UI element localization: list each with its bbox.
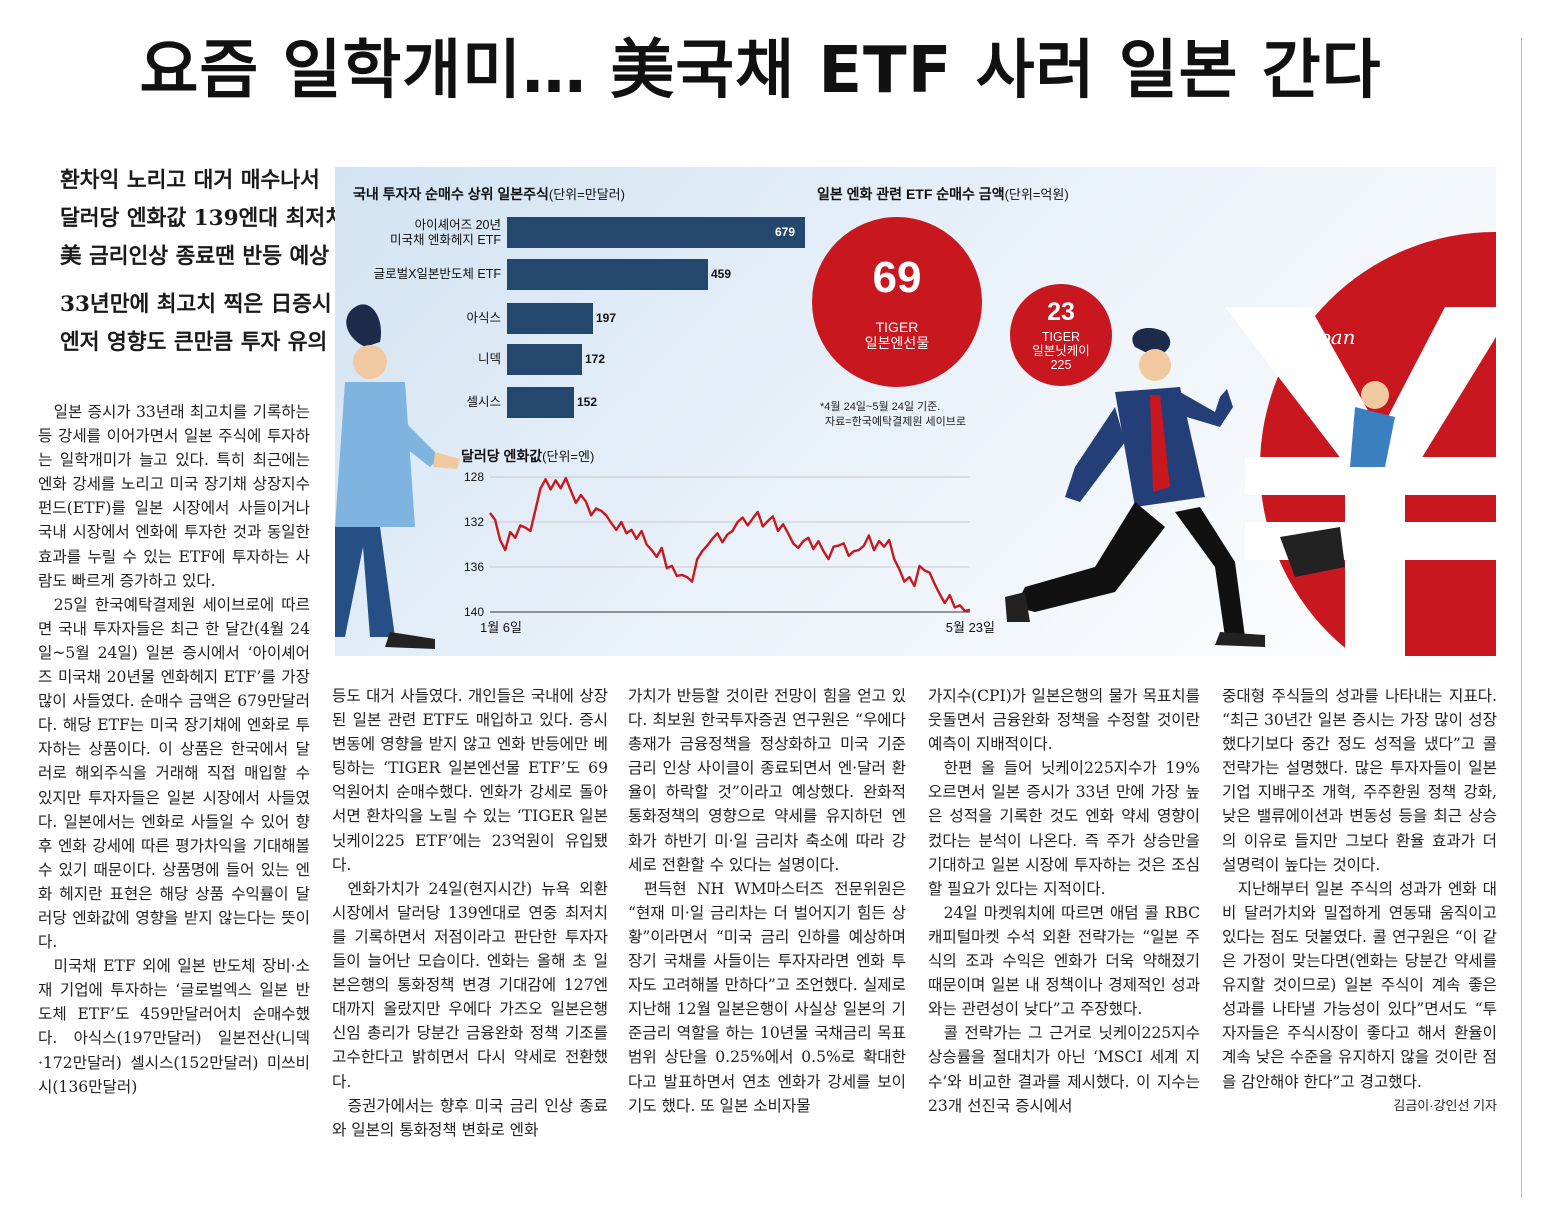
source-note-1: *4월 24일~5월 24일 기준. — [820, 401, 941, 413]
paragraph: 증권가에서는 향후 미국 금리 인상 종료와 일본의 통화정책 변화로 엔화 — [332, 1096, 608, 1139]
bar — [507, 387, 574, 418]
y-tick-label: 128 — [464, 470, 484, 484]
hiding-figure-illustration — [1280, 381, 1395, 577]
paragraph: 가지수(CPI)가 일본은행의 물가 목표치를 웃돌면서 금융완화 정책을 수정… — [928, 687, 1200, 754]
paragraph: 콜 전략가는 그 근거로 닛케이225지수 상승률을 절대치가 아닌 ‘MSCI… — [928, 1024, 1200, 1115]
businessman-running-illustration — [1005, 327, 1265, 647]
y-tick-label: 136 — [464, 560, 484, 574]
paragraph: 지난해부터 일본 주식의 성과가 엔화 대비 달러가치와 밀접하게 연동돼 움직… — [1222, 879, 1497, 1091]
bubble-label: 일본닛케이 — [1032, 344, 1090, 358]
subhead-1: 환차익 노리고 대거 매수나서 — [60, 168, 320, 193]
paragraph: 중대형 주식들의 성과를 나타내는 지표다. “최근 30년간 일본 증시는 가… — [1222, 687, 1497, 874]
japan-lettering: Japan — [1298, 325, 1356, 349]
article-column-4: 가지수(CPI)가 일본은행의 물가 목표치를 웃돌면서 금융완화 정책을 수정… — [928, 684, 1200, 1118]
bubble-label: TIGER — [875, 319, 919, 335]
subheads: 환차익 노리고 대거 매수나서 달러당 엔화값 139엔대 최저치 美 금리인상… — [60, 162, 345, 362]
paragraph: 편득현 NH WM마스터즈 전문위원은 “현재 미·일 금리차는 더 벌어지기 … — [628, 879, 906, 1115]
subhead-2: 달러당 엔화값 139엔대 최저치 — [60, 206, 345, 231]
source-note-2: 자료=한국예탁결제원 세이브로 — [825, 416, 967, 428]
article-column-2: 등도 대거 사들였다. 개인들은 국내에 상장된 일본 관련 ETF도 매입하고… — [332, 684, 608, 1142]
bar — [507, 303, 593, 334]
article-column-3: 가치가 반등할 것이란 전망이 힘을 얻고 있다. 최보원 한국투자증권 연구원… — [628, 684, 906, 1118]
bar-category-label: 아이셰어즈 20년 미국채 엔화헤지 ETF — [389, 217, 501, 247]
bubble-chart-title: 일본 엔화 관련 ETF 순매수 금액(단위=억원) — [817, 186, 1069, 202]
paragraph: 가치가 반등할 것이란 전망이 힘을 얻고 있다. 최보원 한국투자증권 연구원… — [628, 687, 906, 874]
bar-value-label: 197 — [596, 311, 617, 325]
paragraph: 미국채 ETF 외에 일본 반도체 장비·소재 기업에 투자하는 ‘글로벌엑스 … — [38, 957, 310, 1096]
y-tick-label: 140 — [464, 605, 484, 619]
paragraph: 일본 증시가 33년래 최고치를 기록하는 등 강세를 이어가면서 일본 주식에… — [38, 403, 310, 590]
bar-value-label: 679 — [775, 225, 796, 239]
bar-category-label: 글로벌X일본반도체 ETF — [373, 267, 501, 281]
x-tick-label: 5월 23일 — [946, 620, 995, 635]
article-column-1: 일본 증시가 33년래 최고치를 기록하는 등 강세를 이어가면서 일본 주식에… — [38, 400, 310, 1099]
bar — [507, 259, 708, 290]
bar-value-label: 152 — [577, 395, 598, 409]
bar — [507, 217, 805, 248]
paragraph: 24일 마켓워치에 따르면 애덤 콜 RBC캐피털마켓 수석 외환 전략가는 “… — [928, 903, 1200, 1019]
bubble-tiger-yen-futures: 69 TIGER 일본엔선물 — [812, 217, 982, 387]
paragraph: 25일 한국예탁결제원 세이브로에 따르면 국내 투자자들은 최근 한 달간(4… — [38, 595, 310, 952]
yen-symbol-illustration — [1225, 307, 1496, 656]
bar-chart-title: 국내 투자자 순매수 상위 일본주식(단위=만달러) — [353, 186, 625, 202]
column-rule — [1521, 38, 1522, 1198]
bar-category-label: 셀시스 — [466, 395, 501, 409]
bar — [507, 344, 582, 375]
y-tick-label: 132 — [464, 515, 484, 529]
bubble-tiger-nikkei: 23 TIGER 일본닛케이 225 — [1010, 284, 1112, 386]
headline: 요즘 일학개미… 美국채 ETF 사러 일본 간다 — [139, 34, 1382, 108]
paragraph: 등도 대거 사들였다. 개인들은 국내에 상장된 일본 관련 ETF도 매입하고… — [332, 687, 608, 874]
subhead-3: 美 금리인상 종료땐 반등 예상 — [60, 244, 330, 269]
infographic: 국내 투자자 순매수 상위 일본주식(단위=만달러) 아이셰어즈 20년 미국채 … — [335, 167, 1496, 656]
businessman-reaching-illustration — [335, 304, 460, 649]
series-line — [489, 476, 971, 613]
bubble-value: 69 — [872, 253, 922, 302]
illustration-layer — [335, 232, 1496, 656]
x-tick-label: 1월 6일 — [480, 620, 522, 635]
bar-value-label: 172 — [585, 352, 606, 366]
bubble-value: 23 — [1047, 298, 1075, 326]
paragraph: 엔화가치가 24일(현지시간) 뉴욕 외환시장에서 달러당 139엔대로 연중 … — [332, 879, 608, 1091]
paragraph: 한편 올 들어 닛케이225지수가 19% 오르면서 일본 증시가 33년 만에… — [928, 759, 1200, 898]
article-column-5: 중대형 주식들의 성과를 나타내는 지표다. “최근 30년간 일본 증시는 가… — [1222, 684, 1497, 1118]
bar-value-label: 459 — [711, 267, 732, 281]
bubble-label: 225 — [1050, 358, 1072, 372]
subhead-4: 33년만에 최고치 찍은 日증시 — [60, 292, 332, 317]
bubble-label: TIGER — [1041, 330, 1081, 344]
subhead-5: 엔저 영향도 큰만큼 투자 유의 — [60, 330, 328, 355]
line-chart-title: 달러당 엔화값(단위=엔) — [461, 448, 595, 464]
bar-category-label: 아식스 — [466, 311, 501, 325]
bar-category-label: 니덱 — [477, 352, 501, 366]
byline: 김금이·강인선 기자 — [1393, 1097, 1497, 1113]
bubble-label: 일본엔선물 — [864, 335, 930, 351]
